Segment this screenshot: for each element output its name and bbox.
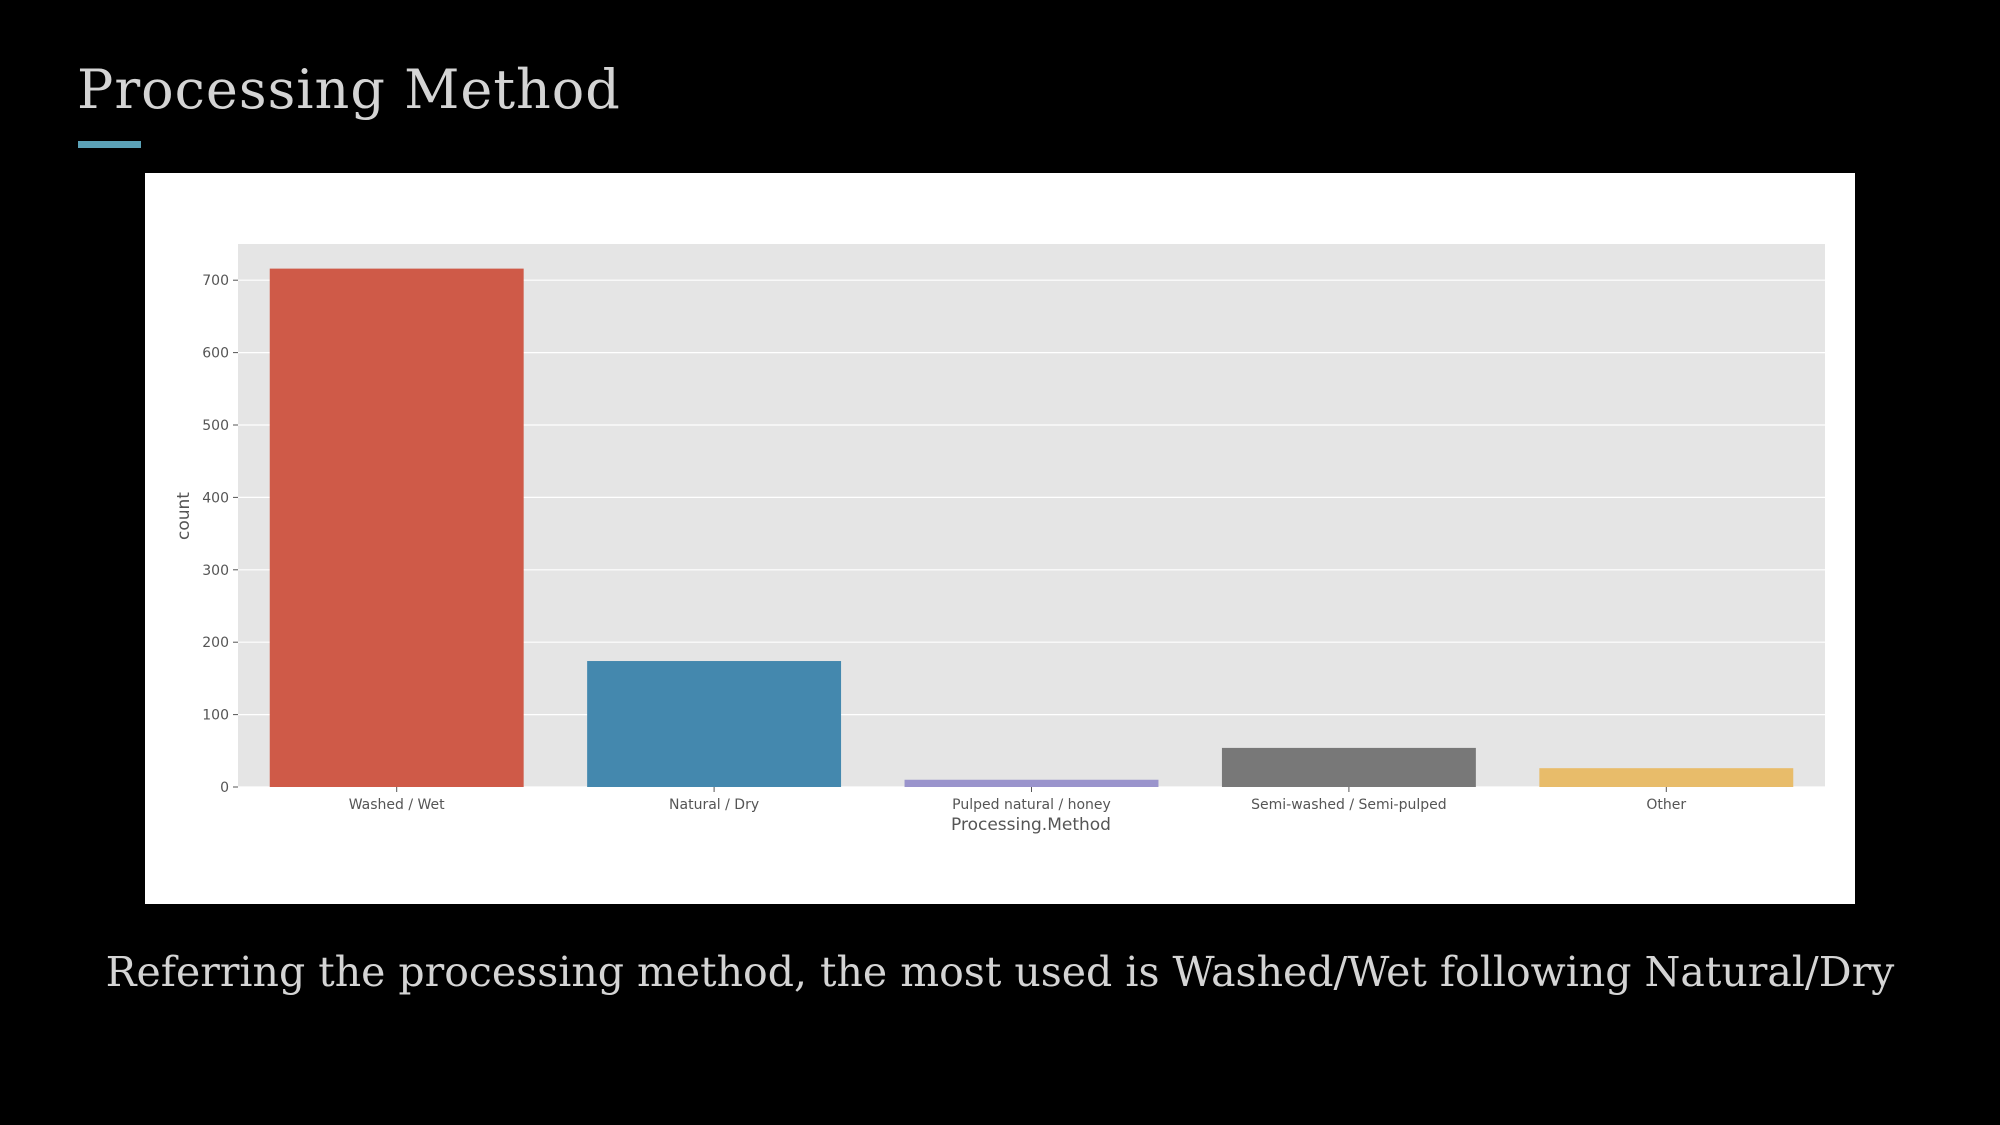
x-tick-label: Washed / Wet xyxy=(349,797,445,813)
x-axis-label: Processing.Method xyxy=(951,815,1111,835)
y-tick-label: 300 xyxy=(202,563,229,579)
y-tick-label: 600 xyxy=(202,346,229,362)
y-axis-label: count xyxy=(174,492,194,540)
bar xyxy=(1221,747,1476,787)
bar xyxy=(269,268,524,788)
title-accent-bar xyxy=(78,141,141,148)
x-tick-label: Semi-washed / Semi-pulped xyxy=(1251,797,1447,813)
y-tick-label: 400 xyxy=(202,490,229,506)
slide-title: Processing Method xyxy=(77,58,621,121)
chart-card: 0 100 200 300 400 500 600 700 Washed / Wet Natur… xyxy=(145,173,1855,904)
slide-caption: Referring the processing method, the mos… xyxy=(105,948,1895,996)
bars xyxy=(269,268,1794,788)
y-tick-label: 200 xyxy=(202,635,229,651)
x-tick-label: Natural / Dry xyxy=(669,797,759,813)
x-tick-label: Pulped natural / honey xyxy=(952,797,1111,813)
x-axis-ticks: Washed / Wet Natural / Dry Pulped natural … xyxy=(349,787,1686,813)
y-tick-label: 700 xyxy=(202,273,229,289)
bar xyxy=(587,661,842,787)
bar-chart: 0 100 200 300 400 500 600 700 Washed / Wet Natur… xyxy=(174,244,1825,835)
y-tick-label: 500 xyxy=(202,418,229,434)
y-axis-ticks: 0 100 200 300 400 500 600 700 xyxy=(202,273,238,796)
bar xyxy=(904,779,1159,787)
bar xyxy=(1539,768,1794,787)
x-tick-label: Other xyxy=(1646,797,1686,813)
y-tick-label: 100 xyxy=(202,708,229,724)
y-tick-label: 0 xyxy=(220,780,229,796)
